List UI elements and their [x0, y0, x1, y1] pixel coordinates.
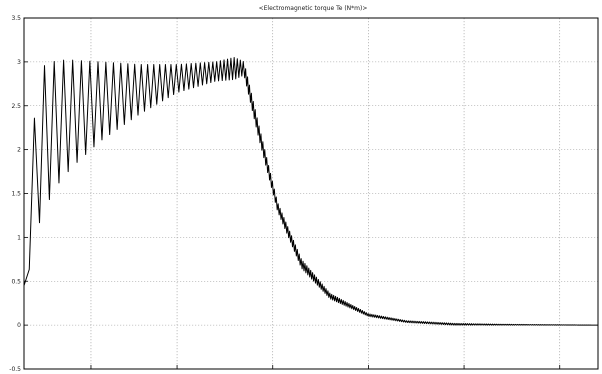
- grid: [24, 18, 598, 369]
- y-tick-label: 0: [17, 322, 21, 329]
- y-tick-label: 0.5: [11, 278, 21, 285]
- y-tick-label: 2.5: [11, 103, 21, 110]
- plot-area: [23, 57, 598, 326]
- y-tick-label: 3: [17, 59, 21, 66]
- y-tick-label: 3.5: [11, 15, 21, 22]
- torque-series-line: [23, 57, 598, 326]
- y-tick-label: 1: [17, 234, 21, 241]
- chart-title: <Electromagnetic torque Te (N*m)>: [259, 5, 368, 12]
- x-axis: [23, 365, 561, 369]
- y-axis: -0.5 0 0.5 1 1.5 2 2.5 3 3.5: [9, 15, 28, 373]
- axes-frame: [23, 17, 599, 370]
- y-tick-label: 1.5: [11, 191, 21, 198]
- y-tick-label: 2: [17, 147, 21, 154]
- y-tick-label: -0.5: [9, 366, 21, 373]
